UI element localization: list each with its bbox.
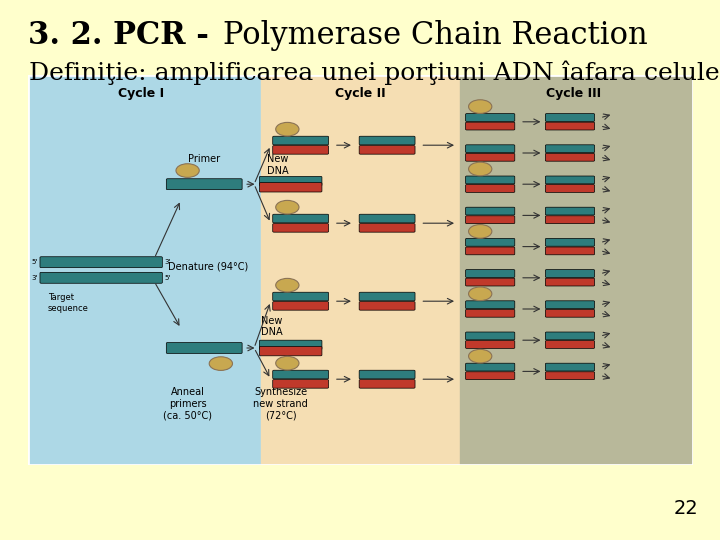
FancyBboxPatch shape (359, 214, 415, 223)
FancyBboxPatch shape (545, 185, 595, 192)
Ellipse shape (469, 349, 492, 363)
FancyBboxPatch shape (466, 247, 515, 255)
FancyBboxPatch shape (273, 146, 328, 154)
FancyBboxPatch shape (545, 145, 595, 153)
FancyBboxPatch shape (40, 272, 162, 284)
Text: Primer: Primer (188, 154, 220, 164)
FancyBboxPatch shape (259, 347, 322, 356)
FancyBboxPatch shape (259, 177, 322, 186)
FancyBboxPatch shape (273, 214, 328, 223)
Text: Cycle II: Cycle II (336, 87, 386, 100)
Bar (28, 75, 261, 465)
Ellipse shape (210, 357, 233, 370)
FancyBboxPatch shape (545, 372, 595, 380)
FancyBboxPatch shape (359, 301, 415, 310)
FancyBboxPatch shape (545, 153, 595, 161)
FancyBboxPatch shape (466, 309, 515, 317)
FancyBboxPatch shape (359, 380, 415, 388)
Ellipse shape (276, 123, 299, 136)
FancyBboxPatch shape (359, 224, 415, 232)
Text: Cycle III: Cycle III (546, 87, 601, 100)
FancyBboxPatch shape (466, 372, 515, 380)
Text: Cycle I: Cycle I (118, 87, 164, 100)
Ellipse shape (469, 100, 492, 113)
Text: 5': 5' (32, 259, 38, 265)
FancyBboxPatch shape (466, 113, 515, 122)
FancyBboxPatch shape (545, 247, 595, 255)
FancyBboxPatch shape (466, 363, 515, 371)
Ellipse shape (469, 162, 492, 176)
Ellipse shape (276, 279, 299, 292)
Ellipse shape (276, 356, 299, 370)
FancyBboxPatch shape (466, 207, 515, 215)
FancyBboxPatch shape (273, 224, 328, 232)
FancyBboxPatch shape (545, 309, 595, 317)
Text: Target
sequence: Target sequence (48, 293, 89, 313)
FancyBboxPatch shape (359, 146, 415, 154)
FancyBboxPatch shape (466, 332, 515, 340)
FancyBboxPatch shape (359, 136, 415, 145)
FancyBboxPatch shape (545, 239, 595, 246)
FancyBboxPatch shape (273, 292, 328, 301)
FancyBboxPatch shape (466, 301, 515, 309)
Ellipse shape (469, 287, 492, 301)
FancyBboxPatch shape (259, 183, 322, 192)
FancyBboxPatch shape (466, 341, 515, 348)
FancyBboxPatch shape (273, 370, 328, 379)
FancyBboxPatch shape (466, 278, 515, 286)
FancyBboxPatch shape (166, 179, 242, 190)
FancyBboxPatch shape (466, 122, 515, 130)
FancyBboxPatch shape (259, 340, 322, 349)
FancyBboxPatch shape (545, 113, 595, 122)
Text: Polymerase Chain Reaction: Polymerase Chain Reaction (223, 19, 648, 51)
Ellipse shape (469, 225, 492, 238)
FancyBboxPatch shape (466, 239, 515, 246)
Ellipse shape (176, 164, 199, 177)
FancyBboxPatch shape (466, 269, 515, 278)
FancyBboxPatch shape (273, 301, 328, 310)
FancyBboxPatch shape (545, 122, 595, 130)
FancyBboxPatch shape (545, 363, 595, 371)
FancyBboxPatch shape (466, 176, 515, 184)
FancyBboxPatch shape (273, 380, 328, 388)
FancyBboxPatch shape (166, 342, 242, 354)
Text: Denature (94°C): Denature (94°C) (168, 261, 248, 271)
Ellipse shape (276, 200, 299, 214)
Text: New
DNA: New DNA (261, 316, 282, 338)
FancyBboxPatch shape (545, 216, 595, 224)
Text: 3': 3' (164, 259, 171, 265)
FancyBboxPatch shape (545, 269, 595, 278)
Text: 5': 5' (164, 275, 171, 281)
Bar (261, 75, 460, 465)
FancyBboxPatch shape (466, 153, 515, 161)
FancyBboxPatch shape (40, 256, 162, 268)
FancyBboxPatch shape (273, 136, 328, 145)
FancyBboxPatch shape (545, 301, 595, 309)
FancyBboxPatch shape (545, 332, 595, 340)
FancyBboxPatch shape (359, 370, 415, 379)
FancyBboxPatch shape (466, 216, 515, 224)
Text: 3. 2. PCR -: 3. 2. PCR - (28, 19, 220, 51)
FancyBboxPatch shape (359, 292, 415, 301)
Text: Synthesize
new strand
(72°C): Synthesize new strand (72°C) (253, 387, 308, 420)
FancyBboxPatch shape (545, 341, 595, 348)
FancyBboxPatch shape (466, 185, 515, 192)
Text: New
DNA: New DNA (267, 154, 289, 176)
Text: Anneal
primers
(ca. 50°C): Anneal primers (ca. 50°C) (163, 387, 212, 420)
FancyBboxPatch shape (545, 278, 595, 286)
FancyBboxPatch shape (545, 207, 595, 215)
Text: 3': 3' (32, 275, 38, 281)
FancyBboxPatch shape (466, 145, 515, 153)
FancyBboxPatch shape (545, 176, 595, 184)
Bar (460, 75, 693, 465)
Text: Definiţie: amplificarea unei porţiuni ADN îafara celulei: Definiţie: amplificarea unei porţiuni AD… (29, 60, 720, 85)
Text: 22: 22 (674, 500, 698, 518)
